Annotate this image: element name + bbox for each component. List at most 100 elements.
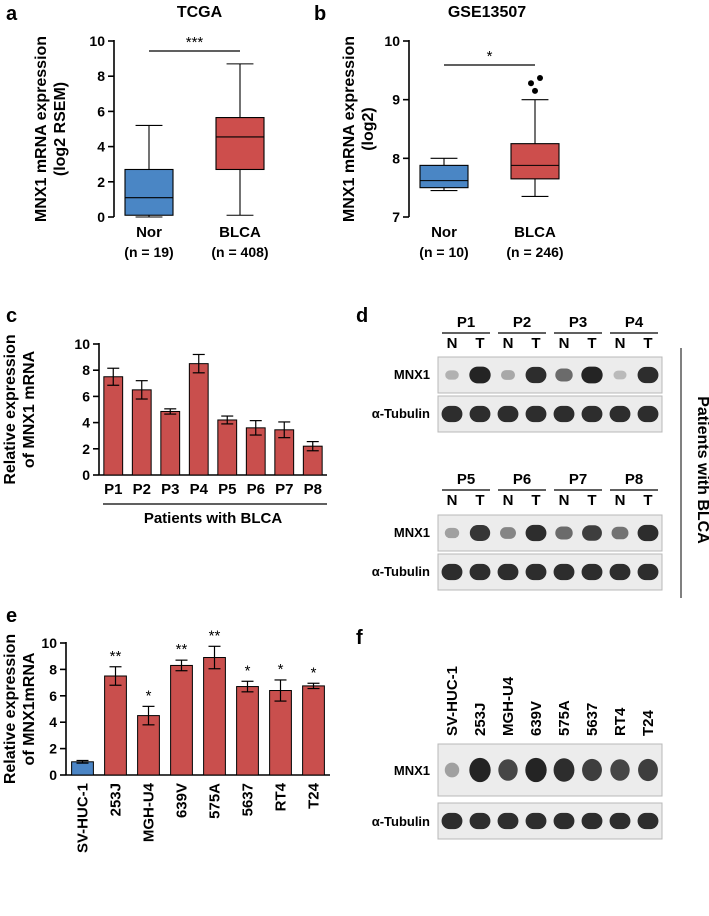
x-tick-label: RT4 [273, 782, 290, 811]
blot-lane-label: T [643, 335, 652, 352]
blot-lane-label: T [531, 335, 540, 352]
panel-letter-e: e [6, 605, 17, 627]
x-tick-label: 575A [207, 783, 224, 819]
tubulin-blot-band [609, 812, 631, 830]
tubulin-blot-band [581, 812, 603, 830]
significance-stars: * [146, 687, 152, 704]
blot-patient-label: P4 [625, 314, 644, 331]
outlier-point [532, 87, 538, 94]
mnx1-blot-band [469, 525, 491, 541]
tubulin-blot-band [497, 405, 519, 423]
blot-cell-line-label: SV-HUC-1 [444, 666, 461, 736]
tubulin-blot-band [441, 563, 463, 581]
y-tick-label: 9 [392, 92, 400, 108]
panel-letter-d: d [356, 305, 368, 327]
blot-row-label: α-Tubulin [372, 406, 430, 421]
y-tick-label: 0 [82, 467, 90, 483]
x-tick-label: 5637 [240, 783, 257, 816]
mnx1-blot-band [637, 366, 659, 384]
y-tick-label: 0 [49, 767, 57, 783]
x-tick-label: 639V [174, 783, 191, 818]
tubulin-blot-band [469, 405, 491, 423]
y-tick-label: 7 [392, 209, 400, 225]
outlier-point [537, 74, 543, 81]
panel-f-western-blot: SV-HUC-1 253J MGH-U4 639V 575A 5637 RT4 T24 MNX1… [372, 666, 663, 840]
x-tick-label: P4 [190, 481, 209, 498]
box-nor [124, 168, 174, 216]
y-tick-label: 10 [74, 336, 90, 352]
y-tick-label: 10 [384, 33, 400, 49]
significance-stars: ** [209, 627, 221, 644]
y-tick-label: 8 [392, 150, 400, 166]
side-label: Patients with BLCA [694, 396, 709, 544]
mnx1-blot-band [444, 762, 460, 778]
y-tick-label: 10 [41, 635, 57, 651]
y-axis-label: (log2) [360, 107, 377, 151]
panel-b-boxplot: GSE13507 MNX1 mRNA expression (log2) 7 8 9 10 N… [341, 4, 564, 260]
significance-stars: * [311, 664, 317, 681]
x-tick-label: P7 [275, 481, 293, 498]
x-tick-label: P1 [104, 481, 122, 498]
tubulin-blot-band [581, 563, 603, 581]
y-tick-label: 4 [82, 415, 90, 431]
y-axis-label: of MNX1mRNA [21, 652, 38, 765]
bar-639v [170, 664, 193, 776]
panel-a-boxplot: TCGA MNX1 mRNA expression (log2 RSEM) 0 2 4 6 8… [33, 4, 269, 260]
blot-row-label: α-Tubulin [372, 564, 430, 579]
mnx1-blot-band [582, 758, 602, 782]
panel-letter-b: b [314, 3, 326, 25]
y-tick-label: 2 [49, 741, 57, 757]
blot-patient-label: P8 [625, 471, 643, 488]
tubulin-blot-band [497, 812, 519, 830]
box-blca [215, 117, 265, 171]
y-tick-label: 4 [97, 139, 105, 155]
tubulin-blot-band [609, 405, 631, 423]
bar-5637 [236, 686, 259, 776]
mnx1-blot-band [555, 368, 573, 382]
bar-p4 [188, 363, 209, 476]
y-tick-label: 6 [49, 688, 57, 704]
significance-stars: * [487, 48, 493, 65]
x-tick-label: P3 [161, 481, 179, 498]
x-tick-label: T24 [306, 782, 323, 809]
y-axis-label: Relative expression [2, 334, 19, 484]
panel-letter-f: f [356, 627, 363, 649]
blot-cell-line-label: 253J [472, 703, 489, 736]
blot-lane-label: N [503, 492, 514, 509]
tubulin-blot-band [441, 812, 463, 830]
x-tick-label: P5 [218, 481, 236, 498]
mnx1-blot-band [500, 527, 516, 539]
blot-lane-label: N [503, 335, 514, 352]
bar-575a [203, 657, 226, 776]
significance-stars: ** [176, 641, 188, 658]
blot-patient-label: P7 [569, 471, 587, 488]
y-tick-label: 6 [97, 103, 105, 119]
mnx1-blot-band [525, 366, 547, 384]
box-nor [419, 164, 469, 189]
tubulin-blot-band [553, 812, 575, 830]
x-tick-label: SV-HUC-1 [75, 783, 92, 853]
blot-patient-label: P6 [513, 471, 531, 488]
bar-sv-huc-1 [71, 761, 94, 776]
y-axis-label: MNX1 mRNA expression [341, 36, 358, 222]
blot-lane-label: T [531, 492, 540, 509]
x-tick-label: P6 [247, 481, 265, 498]
bar-p5 [217, 419, 238, 476]
x-tick-n-label: (n = 246) [506, 244, 563, 260]
blot-lane-label: N [559, 335, 570, 352]
blot-patient-label: P5 [457, 471, 475, 488]
mnx1-blot-membrane [437, 356, 663, 394]
tubulin-blot-band [525, 563, 547, 581]
y-tick-label: 2 [82, 441, 90, 457]
mnx1-blot-band [525, 524, 547, 542]
blot-lane-label: N [447, 492, 458, 509]
bar-p2 [131, 389, 152, 476]
bar-p3 [160, 410, 181, 476]
blot-row-label: α-Tubulin [372, 814, 430, 829]
x-group-label: Patients with BLCA [144, 510, 283, 527]
mnx1-blot-band [613, 370, 627, 380]
blot-cell-line-label: T24 [640, 709, 657, 736]
significance-stars: * [245, 662, 251, 679]
